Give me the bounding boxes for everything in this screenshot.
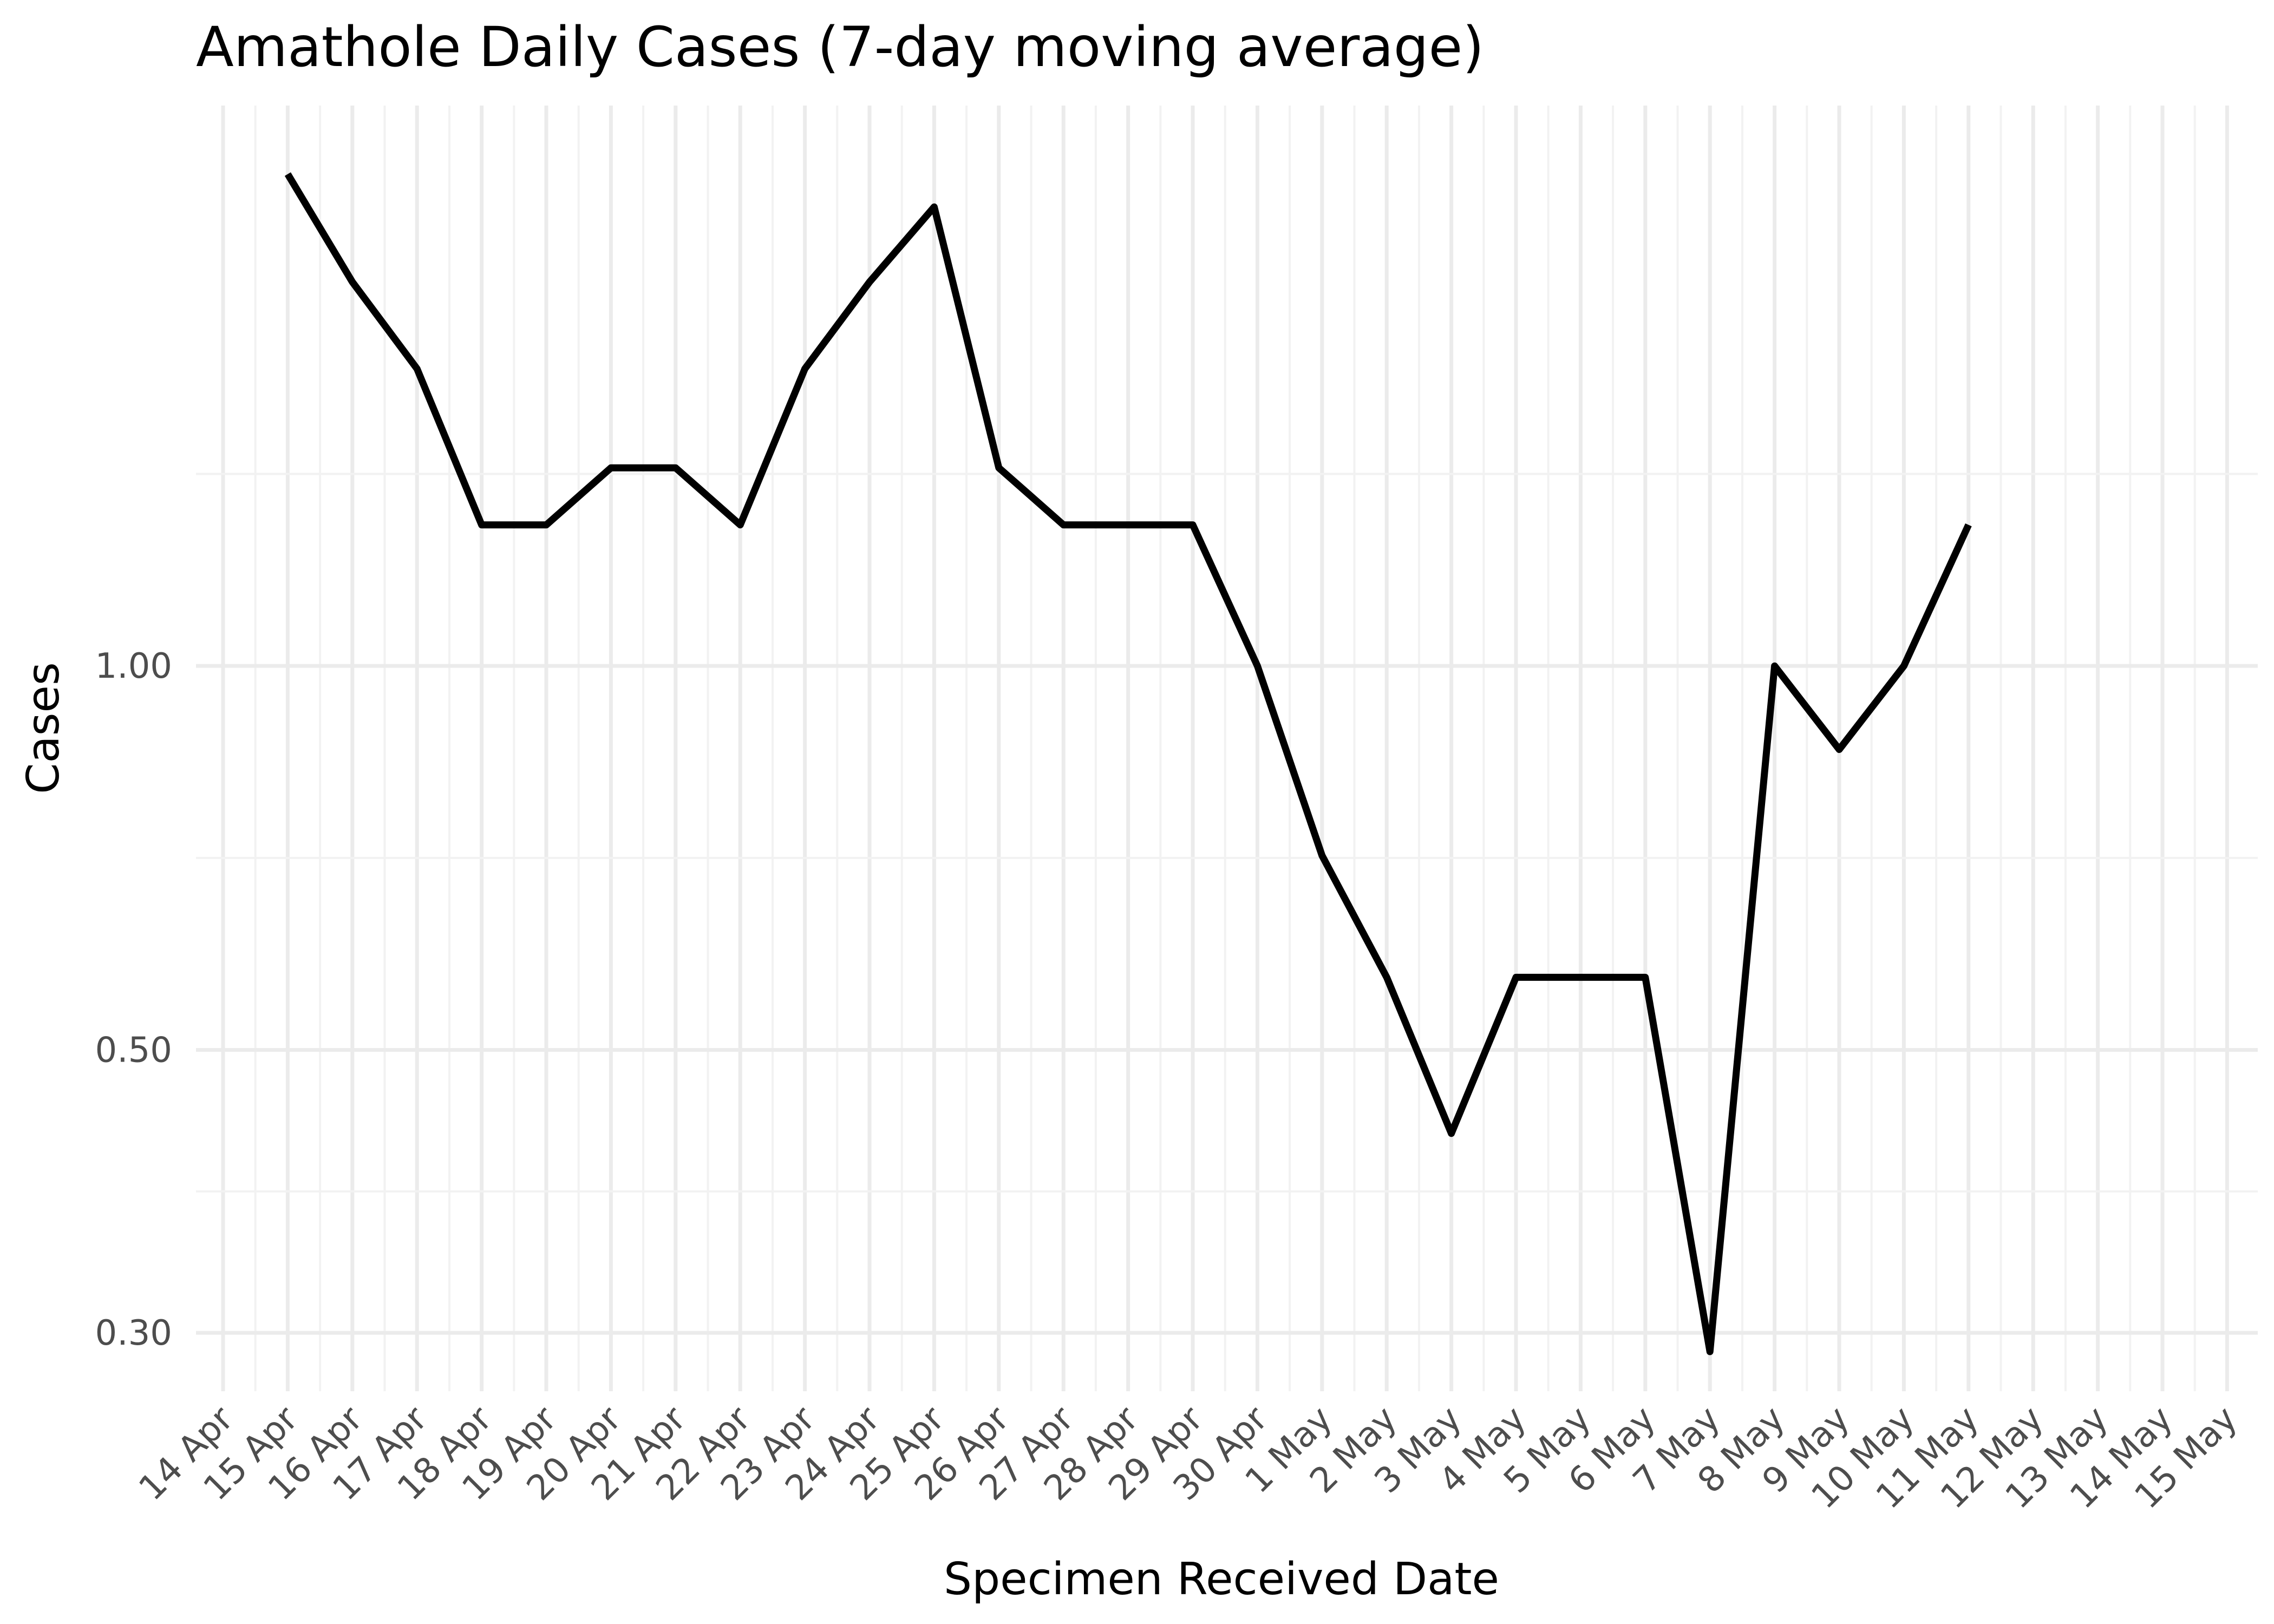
y-tick-label: 0.30 [95, 1313, 173, 1353]
x-axis-title: Specimen Received Date [944, 1554, 1499, 1605]
series-layer [284, 172, 1972, 1355]
series-line [284, 172, 1972, 1355]
chart-title: Amathole Daily Cases (7-day moving avera… [196, 15, 1484, 80]
y-axis-ticks: 0.30 0.50 1.00 [95, 646, 173, 1353]
y-tick-label: 1.00 [95, 646, 173, 686]
y-tick-label: 0.50 [95, 1030, 173, 1070]
grid [196, 106, 2258, 1391]
y-axis-title: Cases [18, 662, 69, 794]
